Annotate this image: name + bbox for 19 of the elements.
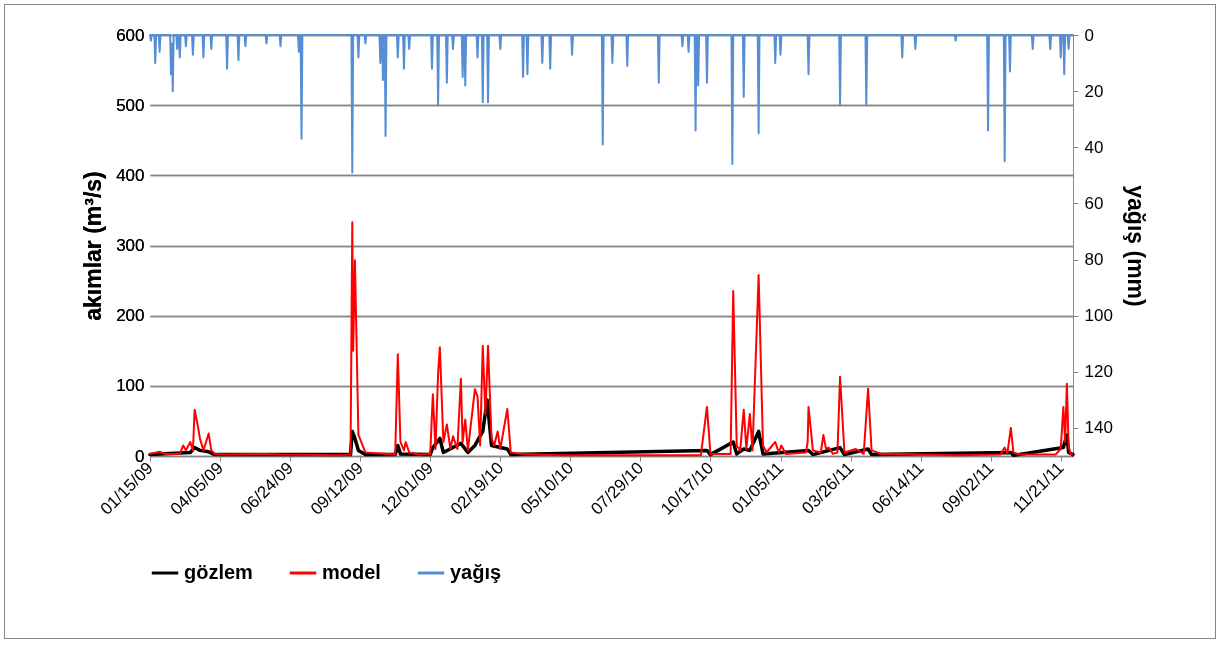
y2-axis-title: yağış (mm) (1122, 185, 1149, 307)
y-tick-label: 400 (116, 165, 145, 185)
y2-tick-label: 60 (1084, 193, 1104, 213)
legend-label: gözlem (184, 561, 253, 583)
y-axis-title: akımlar (m³/s) (80, 171, 107, 321)
legend-label: model (322, 561, 381, 583)
y-tick-label: 600 (116, 25, 145, 45)
y-tick-label: 500 (116, 95, 145, 115)
y2-tick-label: 80 (1084, 250, 1104, 270)
y2-tick-label: 20 (1084, 81, 1104, 101)
y2-tick-label: 120 (1084, 362, 1113, 382)
y2-tick-label: 0 (1084, 25, 1094, 45)
y2-tick-label: 140 (1084, 418, 1113, 438)
y2-tick-label: 100 (1084, 306, 1113, 326)
y-tick-label: 200 (116, 306, 145, 326)
y-tick-label: 100 (116, 376, 145, 396)
legend-label: yağış (450, 561, 502, 583)
y2-tick-label: 40 (1084, 137, 1104, 157)
y-tick-label: 300 (116, 236, 145, 255)
